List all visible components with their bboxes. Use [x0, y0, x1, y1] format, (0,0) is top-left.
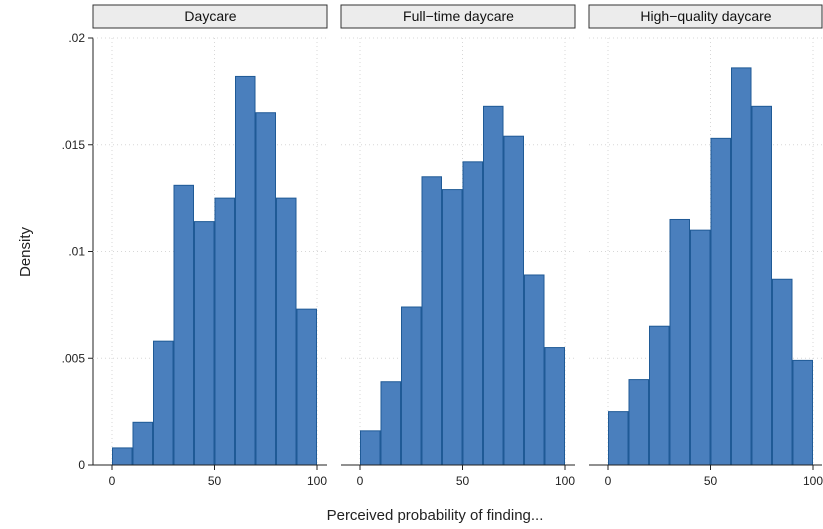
histogram-bar — [442, 189, 463, 466]
histogram-bar — [608, 411, 629, 466]
panel-title: Full−time daycare — [403, 8, 514, 24]
panel-title: High−quality daycare — [640, 8, 771, 24]
histogram-bar — [421, 176, 442, 466]
histogram-bar — [462, 161, 483, 466]
histogram-bar — [524, 274, 545, 466]
x-tick-label: 100 — [803, 474, 823, 488]
histogram-bar — [276, 197, 297, 466]
histogram-bar — [628, 379, 649, 466]
histogram-bar — [153, 340, 174, 466]
histogram-bar — [751, 105, 772, 466]
x-tick-label: 0 — [357, 474, 364, 488]
histogram-bar — [173, 184, 194, 466]
x-tick-label: 50 — [704, 474, 718, 488]
histogram-bar — [544, 347, 565, 466]
histogram-bar — [132, 421, 153, 466]
y-axis-title: Density — [17, 226, 34, 277]
histogram-bar — [792, 359, 813, 466]
panel-title-strip — [588, 4, 823, 29]
histogram-bar — [649, 325, 670, 466]
x-tick-label: 50 — [208, 474, 222, 488]
x-axis-title: Perceived probability of finding... — [327, 507, 544, 524]
y-tick-label: .005 — [62, 351, 86, 365]
facet-panel: Full−time daycare 0 50 100 — [340, 4, 576, 488]
x-tick-label: 100 — [307, 474, 327, 488]
y-axis: 0 .005 .01 .015 .02 — [62, 31, 94, 472]
histogram-bar — [235, 75, 256, 466]
x-tick-label: 0 — [109, 474, 116, 488]
x-tick-label: 0 — [605, 474, 612, 488]
y-tick-label: .015 — [62, 138, 86, 152]
histogram-bar — [483, 105, 504, 466]
y-tick-label: 0 — [78, 458, 85, 472]
histogram-bar — [296, 308, 317, 466]
x-tick-label: 50 — [456, 474, 470, 488]
x-tick-label: 100 — [555, 474, 575, 488]
facet-panel: High−quality daycare 0 50 100 — [588, 4, 823, 488]
histogram-bar — [380, 381, 401, 466]
panel-title: Daycare — [184, 8, 236, 24]
histogram-bar — [503, 135, 524, 466]
facet-panel: Daycare 0 50 100 — [92, 4, 328, 488]
histogram-bar — [360, 430, 381, 466]
histogram-bar — [690, 229, 711, 466]
histogram-bar — [401, 306, 422, 466]
histogram-bar — [669, 218, 690, 466]
y-tick-label: .02 — [68, 31, 85, 45]
y-tick-label: .01 — [68, 245, 85, 259]
histogram-bar — [731, 67, 752, 466]
panel-title-strip — [340, 4, 576, 29]
histogram-bar — [112, 447, 133, 466]
histogram-bar — [194, 221, 215, 466]
histogram-bar — [710, 137, 731, 466]
histogram-bar — [772, 278, 793, 466]
histogram-bar — [255, 112, 276, 466]
histogram-bar — [214, 197, 235, 466]
panel-title-strip — [92, 4, 328, 29]
